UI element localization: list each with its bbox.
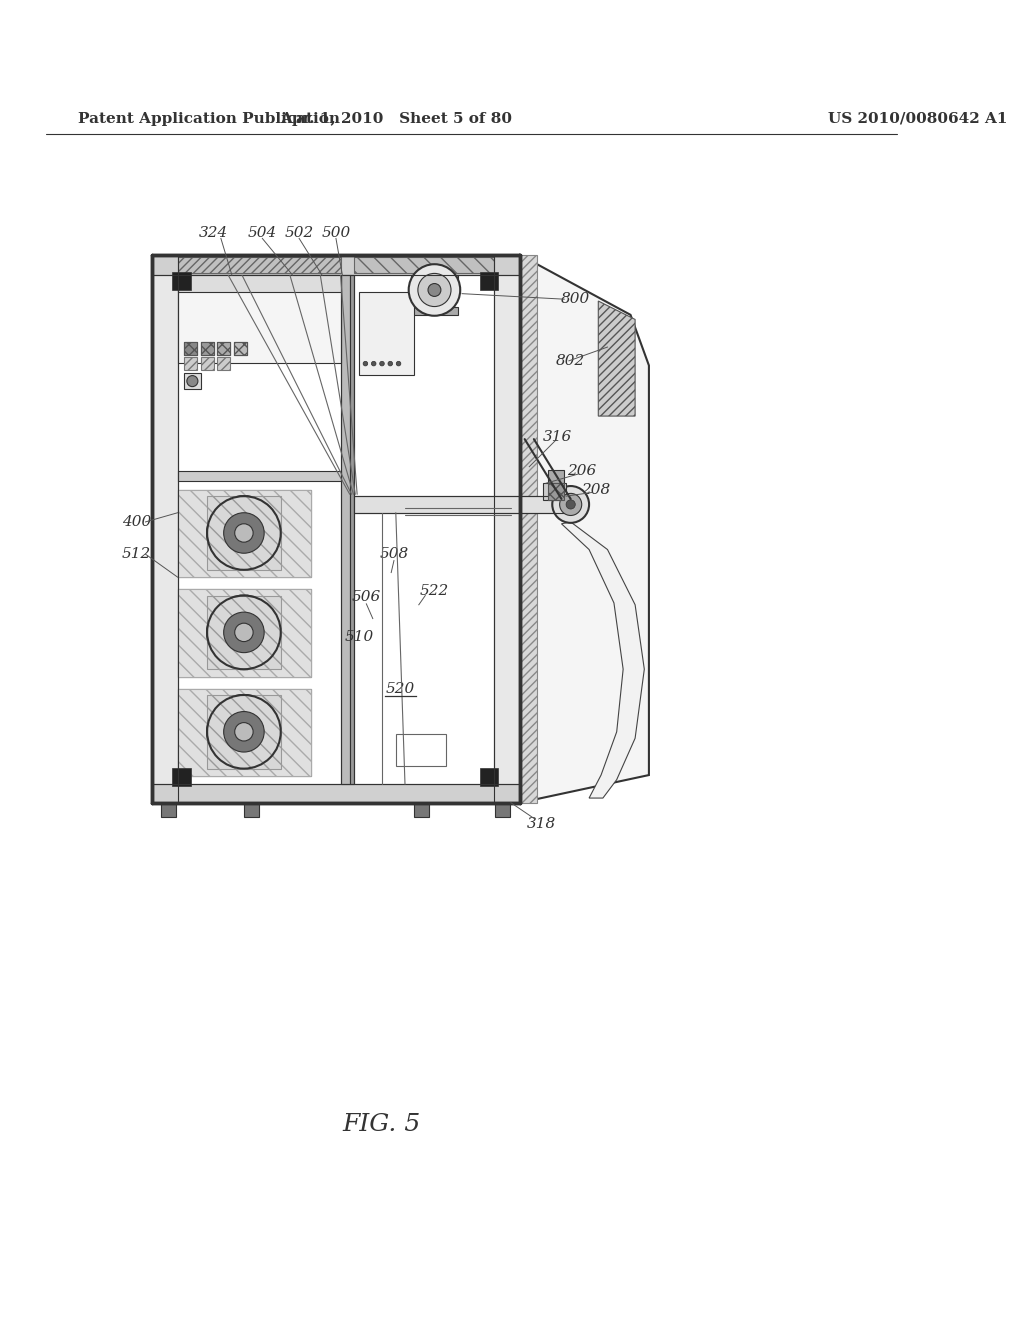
Bar — [233, 342, 247, 355]
Bar — [207, 694, 281, 768]
Circle shape — [223, 711, 264, 752]
Circle shape — [234, 524, 253, 543]
Bar — [217, 342, 230, 355]
Bar — [177, 689, 311, 776]
Text: 802: 802 — [556, 354, 586, 368]
Bar — [543, 483, 566, 500]
Bar — [161, 803, 176, 817]
Circle shape — [372, 362, 376, 366]
Text: 510: 510 — [344, 630, 374, 644]
Circle shape — [396, 362, 400, 366]
Circle shape — [388, 362, 392, 366]
Bar — [207, 496, 281, 570]
Polygon shape — [598, 301, 635, 416]
Circle shape — [207, 694, 281, 768]
Bar — [152, 255, 177, 803]
Bar — [217, 342, 230, 355]
Bar — [244, 803, 259, 817]
Bar — [359, 292, 414, 375]
Bar — [184, 372, 201, 389]
Text: 522: 522 — [420, 583, 450, 598]
Text: 208: 208 — [581, 483, 610, 496]
Text: 800: 800 — [561, 292, 590, 306]
Bar — [548, 483, 564, 500]
Text: 500: 500 — [322, 226, 350, 240]
Text: Apr. 1, 2010   Sheet 5 of 80: Apr. 1, 2010 Sheet 5 of 80 — [280, 112, 512, 125]
Bar — [411, 308, 459, 315]
Bar — [548, 470, 564, 483]
Bar — [184, 358, 197, 370]
Bar — [520, 255, 537, 803]
Text: 318: 318 — [526, 817, 556, 830]
Circle shape — [560, 494, 582, 516]
Circle shape — [409, 264, 460, 315]
Circle shape — [552, 486, 589, 523]
Bar — [341, 276, 350, 784]
Bar — [152, 784, 520, 803]
Bar — [177, 276, 341, 363]
Circle shape — [223, 512, 264, 553]
Text: 324: 324 — [199, 226, 228, 240]
Bar — [350, 276, 354, 784]
Text: 512: 512 — [122, 548, 151, 561]
Bar — [172, 768, 190, 787]
Circle shape — [223, 612, 264, 652]
Bar — [177, 689, 311, 776]
Bar — [414, 803, 429, 817]
Circle shape — [207, 496, 281, 570]
Bar — [152, 255, 520, 276]
Circle shape — [186, 376, 198, 387]
Text: 206: 206 — [567, 465, 596, 478]
Bar — [177, 490, 311, 577]
Bar — [177, 490, 311, 577]
Text: 506: 506 — [351, 590, 381, 605]
Bar — [396, 734, 446, 766]
Bar — [354, 257, 495, 273]
Polygon shape — [520, 255, 649, 803]
Bar — [233, 342, 247, 355]
Circle shape — [234, 623, 253, 642]
Circle shape — [207, 595, 281, 669]
Bar — [207, 595, 281, 669]
Bar — [177, 471, 341, 480]
Bar — [354, 496, 575, 512]
Circle shape — [380, 362, 384, 366]
Bar — [172, 272, 190, 290]
Circle shape — [428, 284, 441, 297]
Circle shape — [234, 722, 253, 741]
Bar — [184, 342, 197, 355]
Bar — [411, 276, 459, 284]
Text: 316: 316 — [543, 430, 572, 445]
Polygon shape — [561, 521, 644, 799]
Text: 504: 504 — [248, 226, 276, 240]
Text: FIG. 5: FIG. 5 — [343, 1113, 421, 1137]
Text: Patent Application Publication: Patent Application Publication — [78, 112, 340, 125]
Circle shape — [566, 500, 575, 510]
Bar — [177, 257, 341, 273]
Text: 502: 502 — [285, 226, 313, 240]
Bar — [496, 803, 510, 817]
Bar — [177, 589, 311, 677]
Bar — [177, 589, 311, 677]
Bar — [201, 358, 214, 370]
Bar — [495, 255, 520, 803]
Bar — [479, 272, 498, 290]
Bar — [184, 342, 197, 355]
Bar — [177, 276, 341, 292]
Bar — [201, 342, 214, 355]
Circle shape — [364, 362, 368, 366]
Text: 400: 400 — [122, 515, 151, 529]
Bar — [479, 768, 498, 787]
Bar — [201, 342, 214, 355]
Text: 508: 508 — [379, 548, 409, 561]
Text: US 2010/0080642 A1: US 2010/0080642 A1 — [828, 112, 1008, 125]
Circle shape — [418, 273, 451, 306]
Text: 520: 520 — [386, 682, 415, 697]
Bar — [217, 358, 230, 370]
